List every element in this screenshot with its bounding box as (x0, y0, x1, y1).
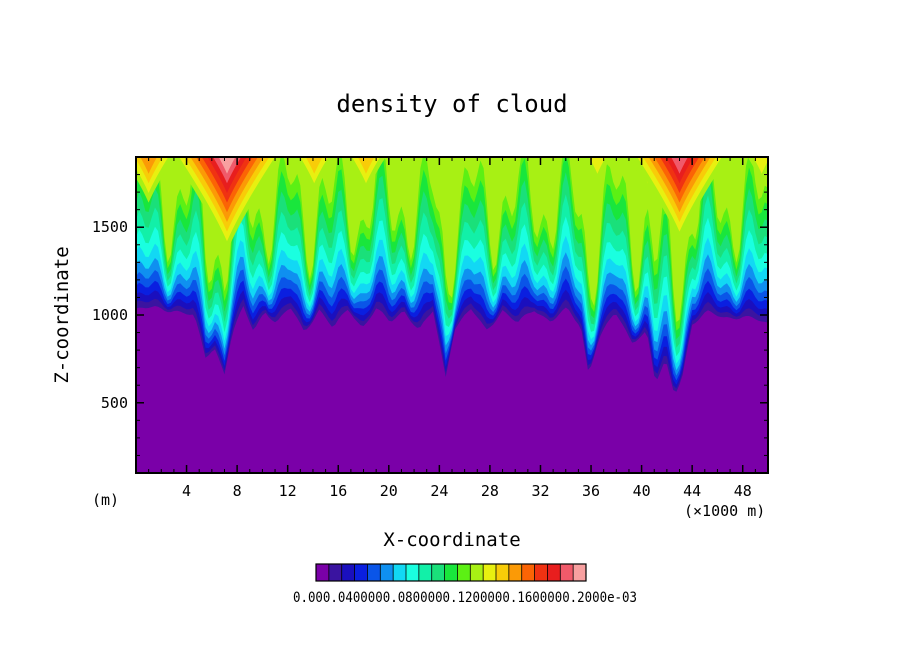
colorbar-frame (315, 563, 587, 582)
plot-area (136, 157, 768, 473)
x-tick-label: 44 (683, 482, 701, 500)
colorbar-swatch (496, 564, 510, 581)
colorbar-swatch (534, 564, 548, 581)
x-tick-label: 4 (182, 482, 191, 500)
density-bands (136, 157, 768, 392)
y-tick-label: 1500 (92, 218, 128, 236)
x-tick-label: 28 (481, 482, 499, 500)
y-tick-label: 1000 (92, 306, 128, 324)
density-peak (305, 157, 323, 174)
colorbar-swatch (431, 564, 445, 581)
colorbar-swatch (444, 564, 458, 581)
x-tick-label: 36 (582, 482, 600, 500)
density-peak (753, 157, 768, 174)
colorbar-swatch (521, 564, 535, 581)
density-peak (218, 157, 236, 174)
x-tick-label: 16 (329, 482, 347, 500)
colorbar-swatch (316, 564, 330, 581)
colorbar-swatch (573, 564, 587, 581)
colorbar-swatch (367, 564, 381, 581)
density-peak (140, 157, 158, 174)
density-peaks (136, 157, 768, 251)
x-unit-label: (m) (92, 491, 119, 509)
colorbar-swatch (354, 564, 368, 581)
y-tick-label: 500 (101, 394, 128, 412)
x-tick-label: 24 (430, 482, 448, 500)
y-axis-ticks: 500 1000 1500 (92, 174, 768, 456)
colorbar-swatch (560, 564, 574, 581)
chart-title: density of cloud (336, 90, 567, 118)
y-axis-label: Z-coordinate (51, 246, 73, 383)
colorbar-swatch (470, 564, 484, 581)
colorbar (315, 563, 587, 582)
x-scale-label: (×1000 m) (684, 502, 765, 520)
x-tick-label: 8 (233, 482, 242, 500)
x-tick-label: 32 (531, 482, 549, 500)
colorbar-swatch (341, 564, 355, 581)
colorbar-swatch (328, 564, 343, 581)
x-tick-label: 48 (734, 482, 752, 500)
density-band (136, 157, 768, 322)
density-peak (357, 157, 375, 174)
colorbar-swatch (547, 564, 561, 581)
x-tick-label: 20 (380, 482, 398, 500)
x-tick-label: 40 (633, 482, 651, 500)
colorbar-swatch (418, 564, 433, 581)
colorbar-swatch (380, 564, 394, 581)
colorbar-swatch (483, 564, 497, 581)
colorbar-swatch (457, 564, 471, 581)
x-axis-label: X-coordinate (383, 529, 520, 551)
x-axis-ticks: 4 8 12 16 20 24 28 32 36 40 44 48 (148, 157, 756, 500)
x-tick-label: 12 (279, 482, 297, 500)
colorbar-swatch (393, 564, 407, 581)
density-peak (671, 157, 688, 174)
colorbar-swatch (406, 564, 420, 581)
density-peak (588, 157, 606, 174)
colorbar-swatch (508, 564, 523, 581)
colorbar-labels: 0.000.0400000.0800000.1200000.1600000.20… (293, 590, 637, 606)
